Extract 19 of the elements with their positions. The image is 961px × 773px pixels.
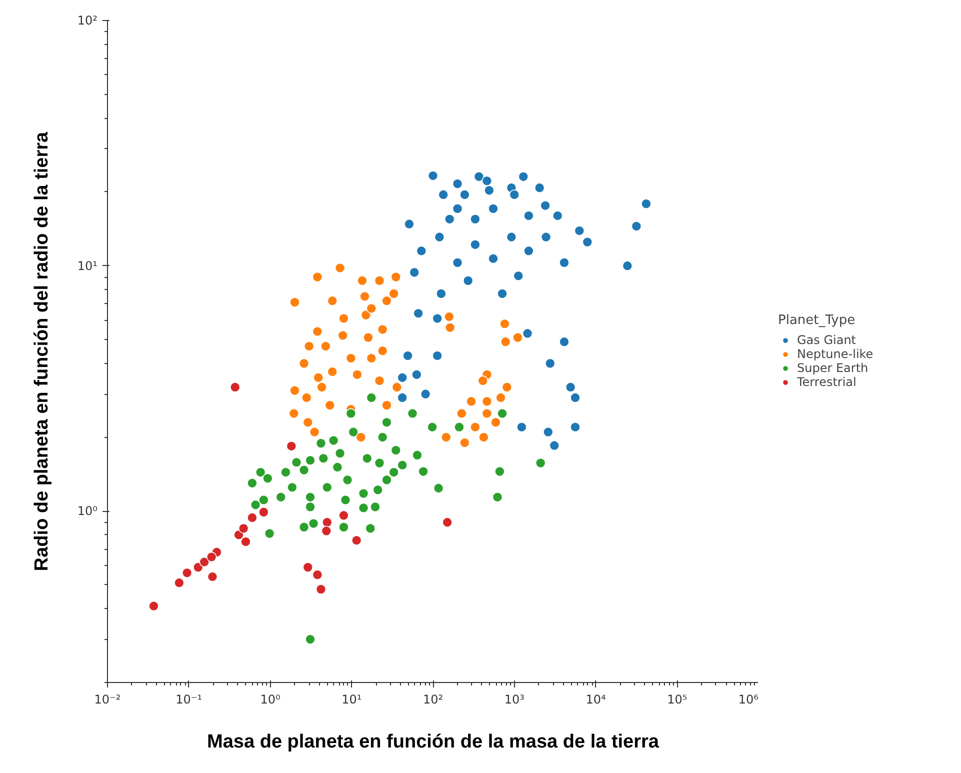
y-axis-title: Radio de planeta en función del radio de la tierra bbox=[31, 131, 52, 572]
x-tick-label: 10³ bbox=[504, 692, 525, 706]
x-tick-label: 10⁰ bbox=[260, 692, 280, 706]
x-tick-label: 10⁻¹ bbox=[176, 692, 202, 706]
legend-label: Gas Giant bbox=[797, 333, 856, 347]
x-tick-label: 10² bbox=[422, 692, 444, 706]
y-tick-label: 10² bbox=[77, 14, 98, 28]
legend-label: Super Earth bbox=[797, 361, 868, 375]
x-tick-label: 10¹ bbox=[342, 692, 362, 706]
x-tick-label: 10⁻² bbox=[94, 692, 121, 706]
x-tick-label: 10⁴ bbox=[586, 692, 606, 706]
x-axis-title: Masa de planeta en función de la masa de la tierra bbox=[207, 732, 660, 752]
y-tick-label: 10¹ bbox=[77, 258, 98, 273]
y-tick-label: 10⁰ bbox=[77, 504, 98, 518]
legend-label: Neptune-like bbox=[797, 347, 874, 361]
x-tick-label: 10⁵ bbox=[667, 692, 688, 706]
x-tick-label: 10⁶ bbox=[738, 692, 759, 706]
legend-label: Terrestrial bbox=[797, 375, 856, 389]
legend-title: Planet_Type bbox=[778, 313, 856, 328]
